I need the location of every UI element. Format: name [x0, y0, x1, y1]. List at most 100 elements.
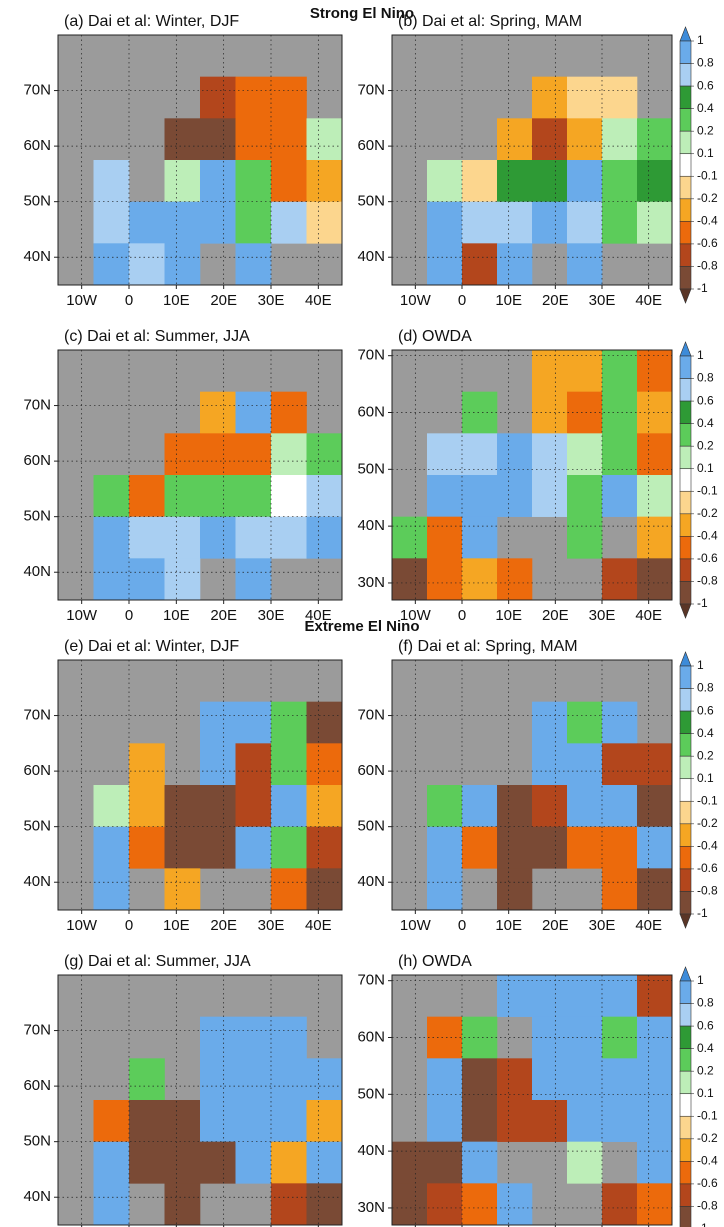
colorbar-segment	[679, 108, 692, 132]
grid-cell	[164, 118, 201, 161]
x-tick-label: 40E	[305, 292, 332, 309]
grid-cell	[271, 743, 307, 786]
grid-cell	[271, 118, 307, 161]
y-tick-label: 70N	[23, 1022, 51, 1039]
colorbar-segment	[679, 243, 692, 267]
grid-cell	[602, 391, 638, 434]
grid-cell	[532, 785, 568, 827]
y-tick-label: 50N	[357, 818, 385, 835]
grid-cell	[637, 516, 672, 559]
grid-cell	[93, 868, 130, 910]
grid-cell	[602, 160, 638, 202]
y-tick-label: 40N	[23, 248, 51, 265]
colorbar-label: -0.2	[697, 816, 718, 830]
y-tick-label: 60N	[357, 1028, 385, 1045]
colorbar-segment	[679, 733, 692, 757]
colorbar-label: 0.6	[697, 1018, 714, 1032]
grid-cell	[497, 243, 533, 285]
x-tick-label: 30E	[258, 292, 285, 309]
y-tick-label: 50N	[357, 1085, 385, 1102]
grid-cell	[306, 201, 342, 244]
panel-label: (c) Dai et al: Summer, JJA	[64, 328, 250, 345]
grid-cell	[637, 118, 672, 161]
cells	[427, 76, 672, 285]
colorbar-triangle-top	[679, 341, 692, 357]
grid-cell	[637, 1100, 672, 1142]
x-tick-label: 20E	[542, 292, 569, 309]
x-tick-label: 20E	[210, 607, 237, 624]
colorbar-label: -0.2	[697, 506, 718, 520]
colorbar-label: -1	[697, 1221, 708, 1227]
colorbar-label: -0.4	[697, 529, 718, 543]
grid-cell	[637, 826, 672, 869]
grid-cell	[129, 475, 165, 517]
grid-cell	[93, 558, 130, 600]
colorbar-segment	[679, 1138, 692, 1162]
grid-cell	[271, 1100, 307, 1142]
grid-cell	[200, 1141, 236, 1184]
grid-cell	[235, 201, 272, 244]
colorbar-triangle-top	[679, 966, 692, 982]
grid-cell	[462, 433, 498, 476]
x-tick-label: 10E	[495, 607, 522, 624]
x-tick-label: 10W	[66, 917, 98, 934]
x-tick-label: 10E	[495, 917, 522, 934]
colorbar-label: 0.1	[697, 1086, 714, 1100]
grid-cell	[306, 1183, 342, 1225]
x-tick-label: 10W	[400, 917, 432, 934]
y-tick-label: 40N	[357, 873, 385, 890]
grid-cell	[567, 516, 603, 559]
grid-cell	[200, 433, 236, 476]
x-tick-label: 10W	[400, 607, 432, 624]
x-tick-label: 40E	[635, 292, 662, 309]
colorbar-label: 0.8	[697, 681, 714, 695]
grid-cell	[392, 1141, 428, 1184]
map-panel: 10W 0 10E 20E 30E 40E 30N 40N 50N 60N 70N (d) OWDA	[357, 328, 673, 624]
colorbar-label: -1	[697, 281, 708, 295]
grid-cell	[567, 475, 603, 517]
grid-cell	[93, 201, 130, 244]
cells	[392, 975, 672, 1225]
grid-cell	[271, 76, 307, 119]
y-tick-label: 60N	[23, 452, 51, 469]
colorbar-segment	[679, 40, 692, 64]
y-tick-label: 40N	[23, 873, 51, 890]
grid-cell	[200, 475, 236, 517]
grid-cell	[427, 201, 463, 244]
grid-cell	[602, 826, 638, 869]
x-tick-label: 40E	[305, 607, 332, 624]
colorbar-segment	[679, 221, 692, 245]
colorbar-label: -0.1	[697, 168, 718, 182]
colorbar-label: -0.6	[697, 1176, 718, 1190]
grid-cell	[306, 785, 342, 827]
grid-cell	[497, 1058, 533, 1101]
section-title: Extreme El Nino	[304, 618, 419, 635]
y-tick-label: 60N	[357, 762, 385, 779]
grid-cell	[567, 785, 603, 827]
map-frame	[57, 974, 343, 1226]
colorbar-segment	[679, 198, 692, 222]
x-tick-label: 10W	[400, 292, 432, 309]
grid-cell	[93, 243, 130, 285]
grid-cell	[637, 975, 672, 1017]
colorbar-segment	[679, 153, 692, 177]
colorbar-segment	[679, 1206, 692, 1227]
grid-cell	[567, 701, 603, 744]
colorbar-label: 0.2	[697, 438, 714, 452]
colorbar: 1 0.8 0.6 0.4 0.2 0.1 -0.1 -0.2 -0.4 -0.6 -0.8 -1	[679, 341, 718, 619]
grid-cell	[602, 785, 638, 827]
grid-cell	[200, 743, 236, 786]
colorbar-label: 0.8	[697, 56, 714, 70]
grid-cell	[129, 558, 165, 600]
colorbar-label: -0.4	[697, 1154, 718, 1168]
x-tick-label: 40E	[635, 917, 662, 934]
grid-cell	[271, 516, 307, 559]
grid-cell	[567, 433, 603, 476]
grid-cell	[462, 1100, 498, 1142]
grid-cell	[306, 1141, 342, 1184]
colorbar-segment	[679, 1070, 692, 1095]
colorbar: 1 0.8 0.6 0.4 0.2 0.1 -0.1 -0.2 -0.4 -0.6 -0.8 -1	[679, 26, 718, 304]
colorbar-segment	[679, 400, 692, 424]
grid-cell	[567, 1058, 603, 1101]
